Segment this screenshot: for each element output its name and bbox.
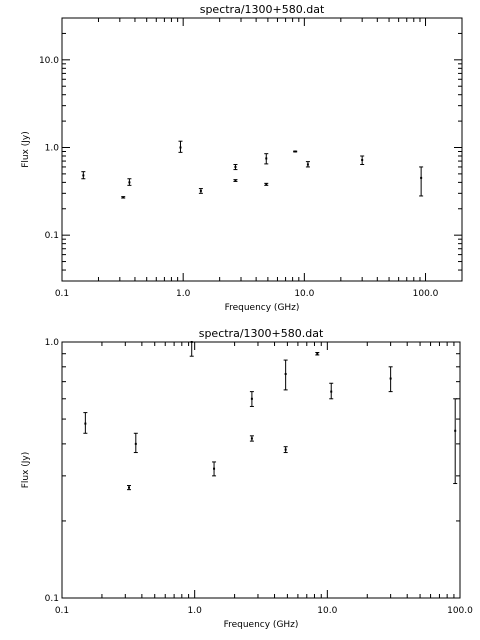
data-point xyxy=(454,429,457,432)
x-tick-label: 1.0 xyxy=(188,606,203,616)
data-point xyxy=(330,390,333,393)
data-point xyxy=(84,422,87,425)
data-point xyxy=(294,150,297,153)
data-point xyxy=(284,372,287,375)
data-point xyxy=(234,179,237,182)
y-axis-label: Flux (Jy) xyxy=(21,452,31,489)
plot-axes: 0.1 1.0 10.0 100.0 0.1 1.0 10.0 xyxy=(39,17,463,299)
data-point xyxy=(284,448,287,451)
data-point xyxy=(389,377,392,380)
chart-title: spectra/1300+580.dat xyxy=(200,3,325,16)
data-point xyxy=(199,189,202,192)
x-tick-label: 10.0 xyxy=(294,289,314,299)
x-axis-label: Frequency (GHz) xyxy=(225,303,300,313)
data-point xyxy=(190,341,193,343)
x-tick-label: 1.0 xyxy=(176,289,191,299)
x-tick-label: 100.0 xyxy=(413,289,439,299)
chart-title: spectra/1300+580.dat xyxy=(199,327,324,340)
data-point xyxy=(306,163,309,166)
data-point xyxy=(128,486,131,489)
data-point xyxy=(82,174,85,177)
y-tick-label: 0.1 xyxy=(45,231,59,241)
top-chart-panel: spectra/1300+580.dat Frequency (GHz) Flu… xyxy=(21,3,463,313)
data-point xyxy=(265,157,268,160)
data-point xyxy=(179,146,182,149)
data-marks xyxy=(83,341,458,491)
plot-axes: 0.1 1.0 10.0 100.0 0.1 1.0 xyxy=(45,338,473,616)
y-tick-label: 1.0 xyxy=(45,338,60,348)
data-point xyxy=(213,467,216,470)
x-tick-label: 100.0 xyxy=(447,606,473,616)
plot-frame xyxy=(61,17,463,282)
data-point xyxy=(134,442,137,445)
x-tick-label: 0.1 xyxy=(55,606,69,616)
y-tick-label: 1.0 xyxy=(45,143,60,153)
data-marks xyxy=(81,140,424,199)
y-tick-label: 10.0 xyxy=(39,56,59,66)
data-point xyxy=(420,176,423,179)
x-tick-label: 0.1 xyxy=(55,289,69,299)
y-axis-label: Flux (Jy) xyxy=(21,131,31,168)
data-point xyxy=(361,159,364,162)
data-point xyxy=(250,397,253,400)
y-tick-label: 0.1 xyxy=(45,594,59,604)
data-point xyxy=(250,437,253,440)
plot-frame xyxy=(61,341,461,599)
x-tick-label: 10.0 xyxy=(317,606,337,616)
data-point xyxy=(234,165,237,168)
data-point xyxy=(316,352,319,355)
x-axis-label: Frequency (GHz) xyxy=(224,620,299,630)
data-point xyxy=(265,183,268,186)
data-point xyxy=(122,196,125,199)
bottom-chart-panel: spectra/1300+580.dat Frequency (GHz) Flu… xyxy=(21,327,473,630)
data-point xyxy=(128,181,131,184)
